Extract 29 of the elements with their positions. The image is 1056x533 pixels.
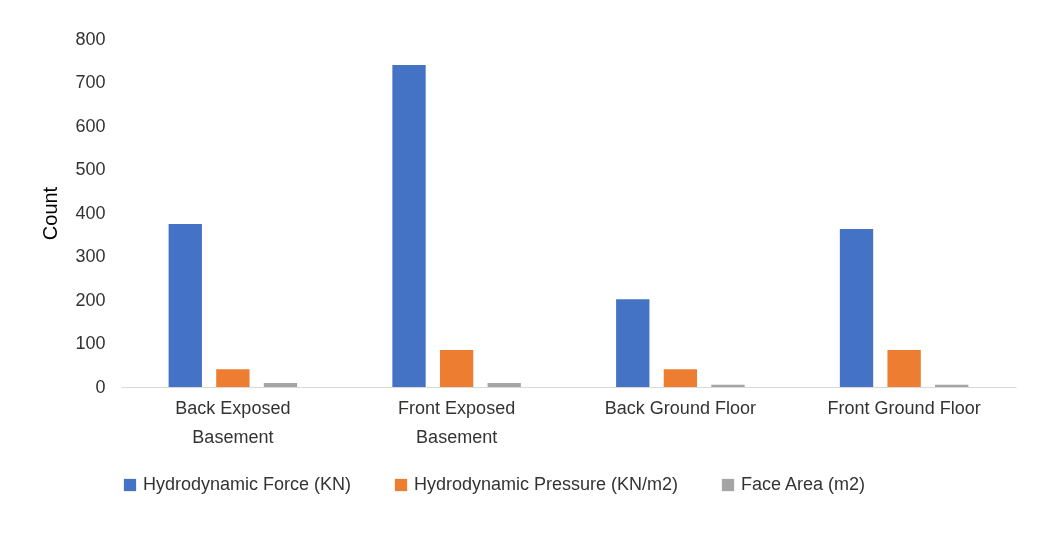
bar bbox=[616, 299, 650, 387]
y-tick-label: 100 bbox=[75, 333, 106, 353]
y-tick-label: 200 bbox=[75, 289, 106, 310]
bar bbox=[439, 350, 474, 387]
x-tick-label: Front Ground Floor bbox=[827, 397, 981, 418]
y-tick-label: 600 bbox=[75, 115, 106, 136]
bar bbox=[263, 383, 298, 387]
legend-label: Face Area (m2) bbox=[741, 474, 866, 494]
legend-label: Hydrodynamic Pressure (KN/m2) bbox=[414, 474, 679, 494]
y-tick-label: 0 bbox=[95, 376, 106, 397]
y-tick-label: 300 bbox=[75, 246, 106, 266]
bar bbox=[216, 369, 250, 387]
y-tick-label: 400 bbox=[75, 202, 106, 223]
bar bbox=[887, 350, 921, 387]
bar bbox=[935, 384, 969, 387]
x-tick-label: Back Exposed Basement bbox=[175, 397, 291, 447]
bar bbox=[663, 369, 698, 387]
y-tick-label: 500 bbox=[75, 159, 106, 179]
y-tick-label: 700 bbox=[75, 72, 106, 92]
bar bbox=[711, 384, 745, 387]
bar bbox=[168, 223, 202, 387]
y-axis-title: Count bbox=[39, 186, 62, 241]
x-tick-label: Front Exposed Basement bbox=[398, 397, 516, 447]
bar bbox=[487, 383, 521, 387]
y-tick-label: 800 bbox=[75, 28, 106, 49]
bar bbox=[392, 65, 426, 387]
x-tick-label: Back Ground Floor bbox=[604, 397, 756, 418]
legend-label: Hydrodynamic Force (KN) bbox=[143, 474, 352, 494]
bar bbox=[839, 229, 874, 387]
